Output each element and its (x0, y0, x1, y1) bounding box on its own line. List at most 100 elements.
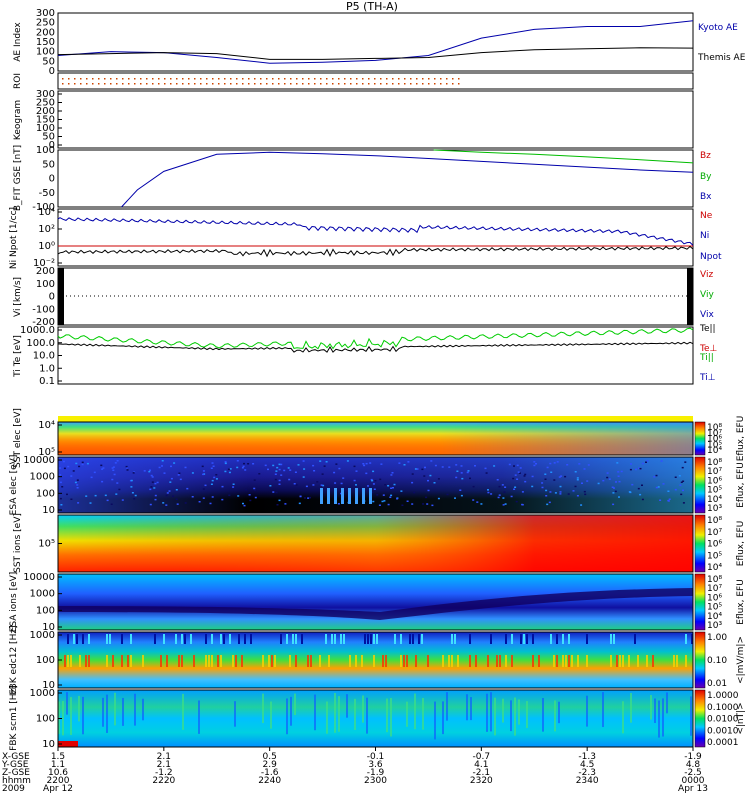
fbk-e-burst (568, 655, 570, 667)
esa-e-pixel (403, 464, 406, 466)
esa-e-pixel (411, 473, 414, 475)
roi-dot (374, 78, 376, 80)
esa-e-pixel (299, 495, 302, 498)
esa-e-pixel (617, 475, 620, 477)
fbk-e-burst (181, 655, 183, 667)
x-tick-y: 4.1 (474, 760, 488, 770)
roi-dot (326, 78, 328, 80)
fbk-e-burst (616, 655, 618, 667)
esa-e-pixel (437, 478, 440, 480)
roi-dot (260, 83, 262, 85)
density-tick: 10⁰ (38, 241, 55, 252)
fbk-b-burst (622, 701, 624, 734)
esa-e-pixel (392, 487, 394, 489)
esa-e-burst (369, 488, 372, 504)
esa-e-pixel (132, 472, 135, 474)
esa-e-pixel (59, 467, 61, 469)
panel-fbk-e: FBK edc12 [Hz] 10 100 1000 (9, 625, 694, 695)
fbk-e-high (412, 634, 414, 644)
esa-e-pixel (427, 489, 430, 492)
roi-dot (416, 83, 418, 85)
fbk-e-high (295, 634, 297, 644)
bfield-ylabel: B_FIT GSE [nT] (13, 145, 23, 211)
esa-e-pixel (242, 465, 245, 468)
esa-e-pixel (81, 463, 84, 466)
roi-dot (320, 78, 322, 80)
esa-e-pixel (168, 490, 171, 492)
esa-e-pixel (101, 468, 104, 470)
esa-e-pixel (215, 474, 218, 476)
esa-e-pixel (668, 498, 671, 500)
esa-e-pixel (524, 480, 527, 483)
fbk-e-burst (556, 655, 558, 667)
fbk-e-burst (406, 655, 408, 667)
roi-dot (356, 78, 358, 80)
fbk-e-burst (178, 655, 180, 667)
esa-e-pixel (173, 462, 176, 464)
spacer (58, 386, 693, 420)
esa-e-pixel (581, 482, 583, 484)
esa-e-pixel (267, 468, 269, 471)
esa-e-pixel (548, 501, 551, 504)
esa-e-pixel (424, 466, 426, 469)
esa-e-pixel (456, 470, 459, 472)
esa-e-pixel (154, 498, 157, 501)
fbk-b-burst (390, 698, 392, 737)
roi-dot (404, 78, 406, 80)
fbk-e-burst (64, 655, 66, 667)
esa-e-pixel (574, 471, 577, 473)
fbk-e-high (184, 634, 186, 644)
esa-e-pixel (521, 491, 524, 493)
esa-e-pixel (401, 504, 404, 506)
fbk-e-burst (565, 655, 567, 667)
esa-e-burst (327, 488, 330, 504)
esa-e-pixel (411, 503, 414, 505)
cb-esae-tick: 10⁴ (707, 495, 722, 505)
roi-dot (332, 83, 334, 85)
fbk-e-high (154, 634, 156, 644)
esa-e-pixel (371, 479, 374, 482)
esa-e-pixel (572, 490, 575, 492)
density-tick: 10² (38, 224, 55, 235)
x-tick-z: -2.3 (578, 768, 596, 778)
esa-e-pixel (504, 486, 507, 488)
esa-e-pixel (59, 481, 62, 484)
fbk-b-burst (658, 700, 660, 738)
x-tick-d: Apr 13 (678, 784, 708, 794)
esa-e-pixel (372, 500, 375, 503)
fbk-e-burst (475, 655, 477, 667)
x-tick-t: 0000 (682, 776, 705, 786)
roi-dot (134, 83, 136, 85)
fbk-e-high (550, 634, 552, 644)
esa-e-pixel (645, 461, 647, 463)
esa-e-pixel (104, 494, 107, 497)
roi-dot (338, 78, 340, 80)
roi-dot (116, 83, 118, 85)
esa-e-pixel (280, 463, 283, 466)
cb-ssti-tick: 10⁶ (707, 540, 722, 550)
fbk-b-burst (286, 698, 288, 735)
fbk-b-burst (102, 697, 104, 727)
fbk-e-burst (127, 655, 129, 667)
fbk-b-burst (82, 696, 84, 735)
fbk-e-high (181, 634, 183, 644)
x-axis: X-GSEY-GSEZ-GSEhhmm20091.51.110.62200Apr… (1, 747, 708, 794)
x-tick-t: 2300 (364, 776, 387, 786)
esa-e-pixel (176, 503, 179, 505)
roi-dot (110, 83, 112, 85)
fbk-e-high (130, 634, 132, 644)
fbk-e-ylabel: FBK edc12 [Hz] (9, 625, 19, 694)
fbk-e-high (175, 634, 177, 644)
fbk-e-yticks: 10 100 1000 (30, 630, 62, 691)
esa-e-pixel (680, 493, 683, 496)
cb-sste-tick: 10⁶ (707, 435, 722, 445)
esa-e-pixel (184, 502, 187, 504)
fbk-e-high (343, 634, 345, 644)
esa-e-pixel (293, 483, 296, 485)
fbk-e-high (469, 634, 471, 644)
cb-fbke-tick: 0.01 (707, 679, 727, 689)
by-line (433, 149, 694, 164)
esa-e-pixel (70, 498, 73, 500)
temperature-tick: 1000.0 (20, 325, 55, 336)
